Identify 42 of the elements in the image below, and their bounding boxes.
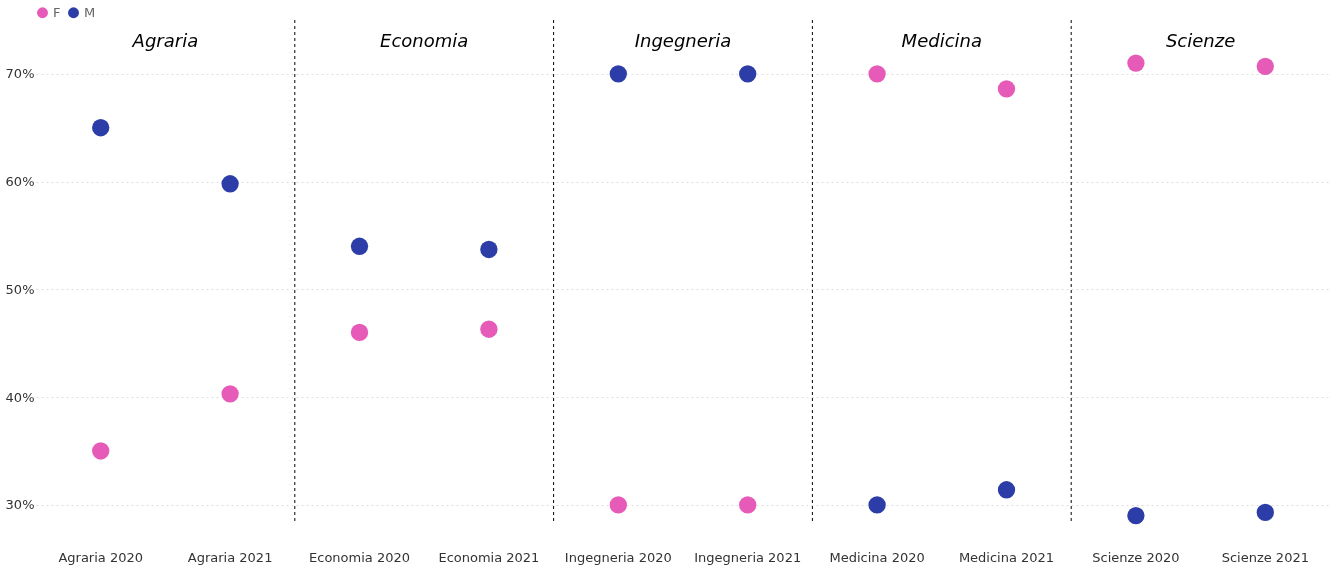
annotation: Medicina <box>901 30 982 51</box>
annotation: Agraria <box>131 30 199 51</box>
point <box>739 65 757 83</box>
point <box>1256 503 1274 522</box>
x-tick-label: Agraria 2020 <box>58 549 143 565</box>
annotation: Economia <box>380 30 469 51</box>
point <box>350 323 369 342</box>
x-tick-label: Medicina 2021 <box>958 549 1055 565</box>
point <box>221 385 239 403</box>
y-tick-label: 60% <box>5 174 35 190</box>
point <box>609 65 627 83</box>
x-tick-label: Economia 2021 <box>438 549 540 565</box>
point <box>997 481 1016 499</box>
x-tick-label: Medicina 2020 <box>829 549 925 565</box>
point <box>480 320 498 338</box>
legend-label: F <box>53 4 61 20</box>
y-tick-label: 50% <box>5 281 35 297</box>
point <box>221 175 239 193</box>
annotation: Ingegneria <box>634 30 732 51</box>
point <box>868 496 886 514</box>
point <box>92 442 110 460</box>
legend-label: M <box>84 4 96 20</box>
x-tick-label: Ingegneria 2020 <box>564 549 672 565</box>
point <box>92 119 110 137</box>
x-tick-label: Economia 2020 <box>309 549 410 565</box>
point <box>1127 54 1145 72</box>
y-tick-label: 70% <box>5 66 35 82</box>
x-tick-label: Scienze 2021 <box>1221 549 1309 565</box>
point <box>480 240 498 259</box>
x-tick-label: Agraria 2021 <box>187 549 273 565</box>
point <box>1256 57 1274 75</box>
point <box>1127 506 1145 525</box>
y-tick-label: 30% <box>5 497 35 513</box>
point <box>868 65 886 83</box>
point <box>739 496 757 514</box>
point <box>350 237 369 255</box>
annotation: Scienze <box>1165 30 1236 51</box>
x-tick-label: Scienze 2020 <box>1092 549 1180 565</box>
x-tick-label: Ingegneria 2021 <box>694 549 802 565</box>
point <box>609 496 627 514</box>
y-tick-label: 40% <box>5 389 35 405</box>
point <box>997 80 1016 98</box>
